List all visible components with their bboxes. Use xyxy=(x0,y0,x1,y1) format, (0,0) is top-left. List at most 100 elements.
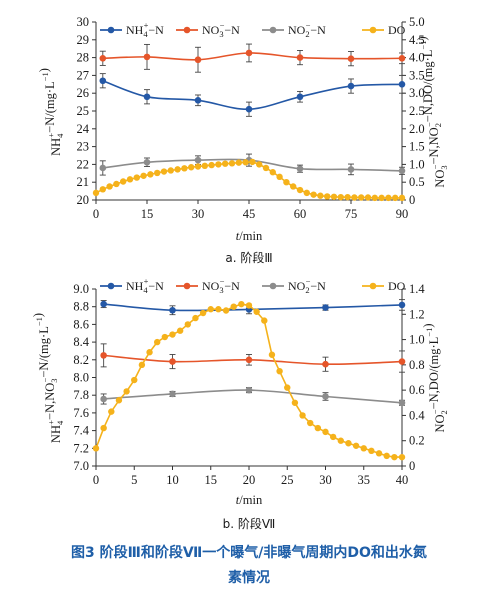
legend-label: NO3−−N xyxy=(202,276,240,295)
data-point xyxy=(215,161,222,168)
data-point xyxy=(296,165,304,172)
right-axis-title: NO3−−N,NO2−−N,DO/(mg·L−1) xyxy=(415,36,449,187)
data-point xyxy=(154,169,161,177)
left-tick-label: 8.0 xyxy=(73,371,89,385)
right-axis-title-sup: − xyxy=(430,164,440,169)
right-axis-title-part: −N,DO/(mg· xyxy=(421,57,435,122)
legend-label-sup: − xyxy=(220,20,225,30)
data-point xyxy=(113,180,120,188)
right-axis-title-part: NO xyxy=(433,414,447,432)
data-point xyxy=(324,193,331,200)
data-point xyxy=(169,331,176,338)
data-point xyxy=(115,397,123,404)
right-tick-label: 4.0 xyxy=(409,51,425,65)
legend-label-sub: 2 xyxy=(305,285,309,295)
legend-label-sup: − xyxy=(306,20,311,30)
x-axis-title-unit: /min xyxy=(239,229,263,243)
data-point xyxy=(194,156,202,164)
data-point xyxy=(100,352,107,359)
legend-label-base: NH xyxy=(126,23,144,37)
right-axis-title-part: −N, xyxy=(427,145,441,164)
data-point xyxy=(194,56,202,64)
data-point xyxy=(245,386,253,394)
data-point xyxy=(322,428,329,436)
right-tick-label: 1.0 xyxy=(409,157,425,171)
data-point xyxy=(347,55,355,62)
data-point xyxy=(284,384,291,391)
data-point xyxy=(100,300,107,308)
data-point xyxy=(276,173,283,181)
legend-label-base: NO xyxy=(288,23,306,37)
data-point xyxy=(99,77,107,85)
data-point xyxy=(296,186,304,194)
legend-label-base: NO xyxy=(202,23,220,37)
series-nh4-n: NH4+−N xyxy=(100,276,406,316)
data-point xyxy=(245,302,253,309)
data-point xyxy=(222,307,230,314)
data-point xyxy=(143,93,151,101)
data-point xyxy=(169,306,176,314)
series-line xyxy=(103,389,403,404)
data-point xyxy=(188,164,195,171)
data-point xyxy=(398,453,406,461)
x-tick-label: 75 xyxy=(345,207,358,221)
data-point xyxy=(291,399,299,406)
data-point xyxy=(207,306,214,313)
x-axis-title: t/min xyxy=(236,493,263,507)
data-point xyxy=(253,308,260,315)
data-point xyxy=(181,165,188,172)
left-axis-title-part: L xyxy=(43,81,57,89)
data-point xyxy=(256,161,263,168)
data-point xyxy=(92,445,100,452)
right-axis-title: NO2−−N,DO/(mg·L−1) xyxy=(421,324,449,433)
right-axis-title-part: ) xyxy=(421,324,435,328)
left-tick-label: 8.4 xyxy=(73,335,89,349)
data-point xyxy=(268,351,276,358)
legend-label: DO xyxy=(388,279,406,293)
figure-caption-line2: 素情况 xyxy=(228,569,270,586)
data-point xyxy=(290,183,297,190)
x-tick-label: 15 xyxy=(205,473,218,487)
legend-marker xyxy=(269,26,277,34)
right-tick-label: 0.2 xyxy=(409,434,425,448)
left-tick-label: 30 xyxy=(77,15,90,29)
data-point xyxy=(322,393,329,400)
right-axis-title-sup: −1 xyxy=(424,328,434,337)
data-point xyxy=(398,81,406,88)
left-tick-label: 8.2 xyxy=(73,353,89,367)
data-point xyxy=(375,450,383,457)
data-point xyxy=(199,309,207,317)
data-point xyxy=(398,194,406,202)
data-point xyxy=(352,442,360,449)
series-line xyxy=(103,354,403,366)
legend-label: DO xyxy=(388,23,406,37)
right-tick-label: 5.0 xyxy=(409,15,425,29)
data-point xyxy=(242,159,249,166)
data-point xyxy=(269,169,276,176)
legend-label-sup: + xyxy=(144,276,149,286)
legend-label-base: NH xyxy=(126,279,144,293)
data-point xyxy=(398,55,406,62)
data-point xyxy=(330,193,338,200)
legend-label-tail: −N xyxy=(310,279,326,293)
x-tick-label: 90 xyxy=(396,207,409,221)
data-point xyxy=(398,358,406,365)
data-point xyxy=(154,338,161,346)
left-tick-label: 24 xyxy=(77,122,90,136)
data-point xyxy=(143,158,151,166)
right-tick-label: 0 xyxy=(409,459,415,473)
legend-marker xyxy=(269,282,277,290)
series-no3-n: NO3−−N xyxy=(100,276,406,373)
legend-label-tail: −N xyxy=(148,279,164,293)
right-tick-label: 2.5 xyxy=(409,104,425,118)
left-tick-label: 27 xyxy=(77,68,90,82)
right-axis-title-sup: − xyxy=(430,409,440,414)
legend-label-sup: − xyxy=(220,276,225,286)
data-point xyxy=(194,163,202,170)
legend-label-sub: 2 xyxy=(305,29,309,39)
legend-label-sub: 4 xyxy=(143,29,148,39)
legend-marker xyxy=(107,282,115,290)
right-tick-label: 0.4 xyxy=(409,408,425,422)
data-point xyxy=(344,193,351,201)
legend-label-tail: −N xyxy=(310,23,326,37)
